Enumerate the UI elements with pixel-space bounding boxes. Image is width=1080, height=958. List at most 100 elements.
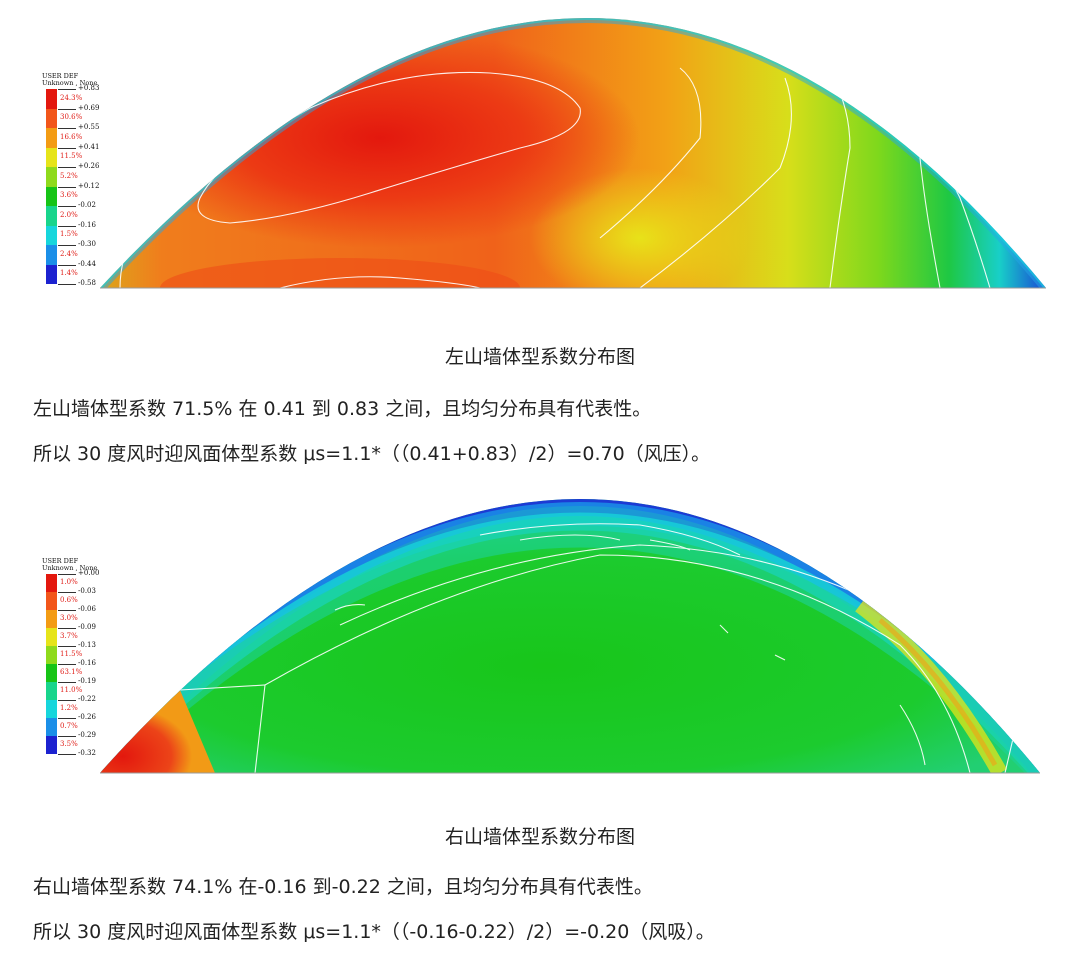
- legend-color-swatch: [46, 574, 57, 592]
- legend-band-percentage: 11.5%: [60, 152, 83, 161]
- right-gable-contour-plot: [100, 499, 1040, 774]
- legend-tick: [58, 147, 76, 149]
- legend-level-label: -0.02: [78, 201, 96, 209]
- legend-level-label: -0.32: [78, 749, 96, 757]
- legend-tick: [58, 128, 76, 129]
- legend-color-swatch: [46, 700, 57, 718]
- legend-tick: [58, 646, 76, 647]
- legend-tick: [58, 664, 76, 665]
- legend-tick: [58, 264, 76, 266]
- legend-level-label: +0.69: [78, 103, 100, 112]
- legend-level-label: -0.22: [78, 695, 96, 703]
- legend-level-label: +0.12: [78, 181, 100, 190]
- legend-color-swatch: [46, 628, 57, 646]
- legend-level-label: -0.26: [78, 713, 96, 721]
- legend-tick: [58, 108, 76, 110]
- legend-color-swatch: [46, 225, 57, 245]
- legend-band-percentage: 2.4%: [60, 249, 78, 258]
- legend-tick: [58, 592, 76, 593]
- legend-band-percentage: 1.2%: [60, 704, 78, 712]
- legend-tick: [58, 574, 76, 575]
- legend-color-swatch: [46, 736, 57, 754]
- legend-tick: [58, 718, 76, 719]
- paragraph-right-gable-formula: 所以 30 度风时迎风面体型系数 μs=1.1*（（-0.16-0.22）/2）…: [33, 921, 715, 943]
- legend-tick: [58, 167, 76, 168]
- legend-tick: [58, 89, 76, 90]
- legend-band-percentage: 63.1%: [60, 668, 83, 676]
- legend-level-label: -0.16: [78, 659, 96, 667]
- legend-color-swatch: [46, 128, 57, 148]
- legend-tick: [58, 186, 76, 188]
- legend-level-label: -0.03: [78, 587, 96, 595]
- legend-level-label: +0.55: [78, 123, 100, 131]
- legend-tick: [58, 736, 76, 737]
- legend-color-swatch: [46, 108, 57, 128]
- legend-color-swatch: [46, 264, 57, 284]
- legend-band-percentage: 5.2%: [60, 171, 78, 180]
- legend-color-swatch: [46, 147, 57, 167]
- legend-color-swatch: [46, 718, 57, 736]
- legend-color-swatch: [46, 245, 57, 265]
- legend-header-line1: USER DEF: [42, 557, 79, 565]
- legend-band-percentage: 16.6%: [60, 132, 83, 141]
- legend-scale: +0.00 -0.03 -0.06 -0.09 -0.13 -0.16 -0.19 -0.22…: [42, 569, 122, 762]
- legend-band-percentage: 11.5%: [60, 650, 83, 658]
- legend-tick: [58, 682, 76, 683]
- legend-tick: [58, 628, 76, 629]
- right-gable-contour-figure: USER DEF Unknown , None +0.00 -0.03 -0.06 -…: [40, 495, 1050, 780]
- legend-band-percentage: 11.0%: [60, 686, 83, 694]
- legend-level-label: -0.58: [78, 279, 96, 287]
- legend-tick: [58, 610, 76, 611]
- legend-tick: [58, 225, 76, 227]
- paragraph-left-gable-stat: 左山墙体型系数 71.5% 在 0.41 到 0.83 之间，且均匀分布具有代表…: [33, 398, 652, 420]
- legend-scale: +0.83 +0.69 +0.55 +0.41 +0.26 +0.12 -0.02 -0.16…: [42, 84, 122, 292]
- paragraph-right-gable-stat: 右山墙体型系数 74.1% 在-0.16 到-0.22 之间，且均匀分布具有代表…: [33, 876, 653, 898]
- left-gable-legend: USER DEF Unknown , None +0.83 +0.69 +0.55 +…: [42, 73, 122, 292]
- legend-tick: [58, 284, 76, 285]
- legend-level-label: -0.29: [78, 731, 96, 739]
- legend-level-label: -0.09: [78, 623, 96, 631]
- legend-level-label: -0.16: [78, 220, 96, 229]
- legend-header-line1: USER DEF: [42, 72, 79, 80]
- legend-color-swatch: [46, 206, 57, 226]
- legend-level-label: -0.30: [78, 240, 96, 248]
- legend-level-label: -0.06: [78, 605, 96, 613]
- legend-band-percentage: 2.0%: [60, 210, 78, 219]
- legend-band-percentage: 0.6%: [60, 596, 78, 604]
- legend-band-percentage: 1.5%: [60, 230, 78, 239]
- paragraph-left-gable-formula: 所以 30 度风时迎风面体型系数 μs=1.1*（（0.41+0.83）/2）=…: [33, 443, 711, 465]
- legend-level-label: -0.44: [78, 259, 96, 268]
- legend-header-line2: Unknown , None: [42, 79, 98, 87]
- legend-color-swatch: [46, 664, 57, 682]
- legend-color-swatch: [46, 610, 57, 628]
- legend-band-percentage: 1.0%: [60, 578, 78, 586]
- legend-color-swatch: [46, 167, 57, 187]
- legend-level-label: -0.19: [78, 677, 96, 685]
- legend-color-swatch: [46, 186, 57, 206]
- legend-color-swatch: [46, 682, 57, 700]
- legend-level-label: -0.13: [78, 641, 96, 649]
- legend-level-label: +0.00: [78, 569, 100, 577]
- legend-color-swatch: [46, 592, 57, 610]
- legend-band-percentage: 30.6%: [60, 113, 83, 122]
- legend-color-swatch: [46, 89, 57, 109]
- legend-tick: [58, 245, 76, 246]
- legend-tick: [58, 206, 76, 207]
- left-gable-contour-plot: [100, 18, 1046, 289]
- figure2-caption: 右山墙体型系数分布图: [444, 826, 635, 848]
- legend-band-percentage: 3.6%: [60, 191, 78, 200]
- legend-band-percentage: 3.7%: [60, 632, 78, 640]
- legend-band-percentage: 3.5%: [60, 740, 78, 748]
- left-gable-contour-figure: USER DEF Unknown , None +0.83 +0.69 +0.55 +…: [40, 8, 1050, 293]
- legend-tick: [58, 754, 76, 755]
- legend-band-percentage: 24.3%: [60, 93, 83, 102]
- legend-band-percentage: 1.4%: [60, 269, 78, 278]
- legend-level-label: +0.41: [78, 142, 100, 151]
- legend-level-label: +0.26: [78, 162, 100, 170]
- legend-level-label: +0.83: [78, 84, 100, 92]
- legend-band-percentage: 3.0%: [60, 614, 78, 622]
- legend-band-percentage: 0.7%: [60, 722, 78, 730]
- legend-tick: [58, 700, 76, 701]
- right-gable-legend: USER DEF Unknown , None +0.00 -0.03 -0.06 -…: [42, 558, 122, 762]
- legend-header-line2: Unknown , None: [42, 564, 98, 572]
